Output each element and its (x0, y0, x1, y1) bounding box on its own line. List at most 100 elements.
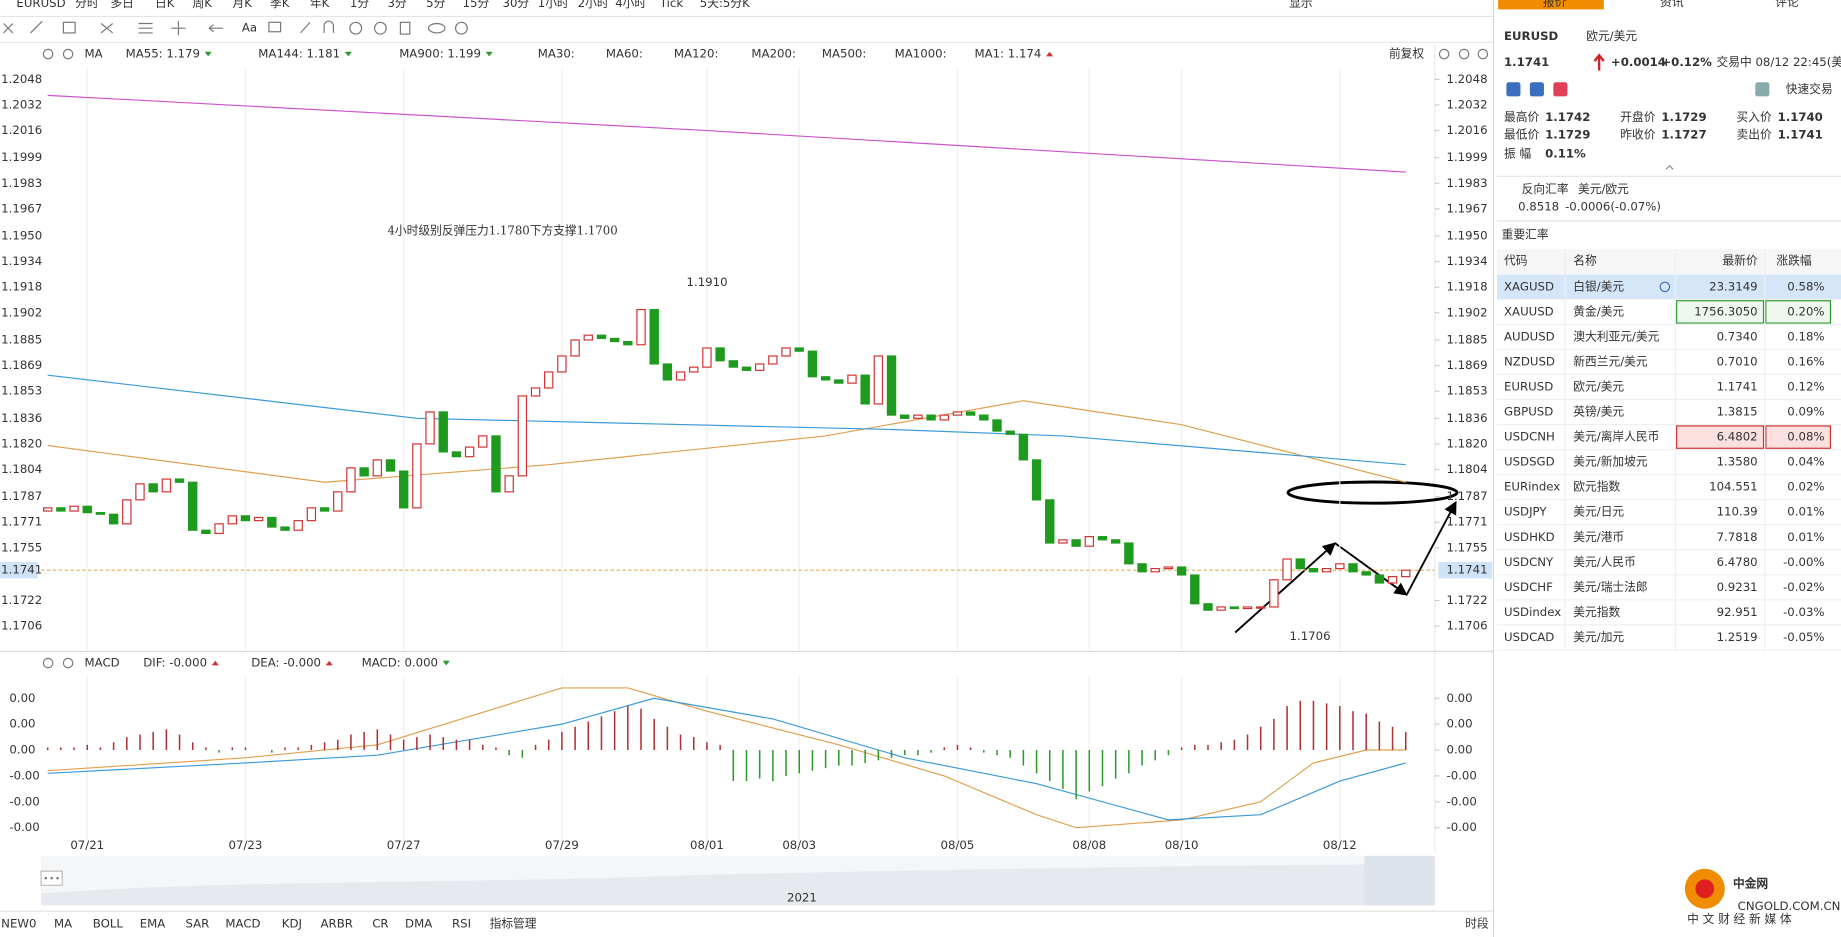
row-code[interactable]: USDCAD (1504, 630, 1554, 644)
timeframe-tab[interactable]: 季K (270, 0, 290, 10)
row-name[interactable]: 美元指数 (1573, 605, 1620, 619)
indicator-tab[interactable]: KDJ (282, 917, 302, 931)
row-name[interactable]: 美元/港币 (1573, 530, 1624, 544)
legend-entry[interactable]: MA900: 1.199 (399, 47, 481, 61)
tool-icon[interactable] (349, 21, 363, 35)
tool-icon[interactable] (373, 21, 387, 35)
tool-icon[interactable] (399, 21, 411, 35)
legend-entry[interactable]: DIF: -0.000 (143, 656, 207, 670)
row-name[interactable]: 美元/加元 (1573, 630, 1624, 644)
timeframe-tab[interactable]: 周K (193, 0, 213, 10)
row-code[interactable]: USDHKD (1504, 530, 1555, 544)
period-button[interactable]: 时段 (1465, 917, 1489, 931)
timeframe-tab[interactable]: 1分 (350, 0, 369, 10)
row-name[interactable]: 欧元指数 (1573, 480, 1620, 494)
row-code[interactable]: USDCNY (1504, 555, 1554, 569)
tool-icon[interactable] (3, 23, 14, 34)
tool-icon[interactable] (300, 21, 311, 34)
tool-icon[interactable] (138, 22, 153, 34)
timeframe-tab[interactable]: 5分 (426, 0, 445, 10)
timeframe-tab[interactable]: 4小时 (615, 0, 646, 10)
row-name[interactable]: 美元/日元 (1573, 505, 1624, 519)
row-code[interactable]: GBPUSD (1504, 405, 1553, 419)
timeframe-tab[interactable]: 年K (310, 0, 330, 10)
tool-icon[interactable] (171, 21, 186, 36)
legend-entry[interactable]: MACD: 0.000 (362, 656, 438, 670)
row-code[interactable]: EURindex (1504, 480, 1560, 494)
legend-entry[interactable]: MA1000: (895, 47, 947, 61)
timeframe-tab[interactable]: 2小时 (578, 0, 609, 10)
legend-entry[interactable]: MA500: (822, 47, 866, 61)
panel-tab[interactable]: 报价 (1543, 0, 1567, 9)
indicator-tab[interactable]: BOLL (93, 917, 124, 931)
minimize-icon[interactable] (1458, 48, 1470, 60)
row-code[interactable]: AUDUSD (1504, 329, 1555, 343)
tool-icon[interactable] (323, 20, 335, 33)
settings-icon[interactable] (42, 48, 54, 60)
quote-icon[interactable] (1553, 82, 1568, 97)
row-name[interactable]: 澳大利亚元/美元 (1573, 329, 1659, 343)
row-name[interactable]: 白银/美元 (1573, 279, 1624, 293)
panel-tab[interactable]: 资讯 (1660, 0, 1684, 9)
row-code[interactable]: USDCHF (1504, 580, 1553, 594)
add-icon[interactable] (1477, 48, 1489, 60)
row-code[interactable]: NZDUSD (1504, 354, 1555, 368)
tool-icon[interactable] (30, 20, 43, 34)
indicator-tab[interactable]: DMA (405, 917, 432, 931)
row-name[interactable]: 黄金/美元 (1573, 304, 1624, 318)
collapse-caret[interactable] (1665, 164, 1674, 170)
indicator-tab[interactable]: ARBR (321, 917, 353, 931)
panel-tab[interactable]: 评论 (1775, 0, 1799, 9)
tool-icon[interactable] (100, 23, 114, 34)
row-name[interactable]: 新西兰元/美元 (1573, 354, 1648, 368)
display-menu[interactable]: 显示 (1289, 0, 1313, 10)
row-name[interactable]: 美元/瑞士法郎 (1573, 580, 1647, 594)
indicator-tab[interactable]: RSI (452, 917, 471, 931)
indicator-tab[interactable]: 指标管理 (490, 917, 537, 931)
row-name[interactable]: 英镑/美元 (1573, 405, 1624, 419)
reset-icon[interactable] (1438, 48, 1450, 60)
quote-icon[interactable] (1529, 82, 1544, 97)
indicator-tab[interactable]: NEW0 (1, 917, 36, 931)
row-code[interactable]: USDindex (1504, 605, 1561, 619)
quote-icon[interactable] (1755, 82, 1770, 97)
row-name[interactable]: 欧元/美元 (1573, 380, 1624, 394)
watch-icon[interactable] (1659, 281, 1671, 293)
row-name[interactable]: 美元/离岸人民币 (1573, 430, 1659, 444)
legend-entry[interactable]: MA144: 1.181 (258, 47, 340, 61)
drawing-tools[interactable] (3, 20, 1489, 669)
tool-icon[interactable] (268, 21, 282, 33)
symbol[interactable]: EURUSD (16, 0, 65, 10)
tool-icon[interactable] (62, 21, 76, 34)
timeframe-tab[interactable]: 30分 (503, 0, 530, 10)
font-tool[interactable]: Aa (242, 21, 257, 35)
timeframe-tab[interactable]: 多日 (110, 0, 133, 10)
tool-icon[interactable] (454, 21, 468, 35)
close-icon[interactable] (62, 48, 74, 60)
row-code[interactable]: USDSGD (1504, 455, 1555, 469)
indicator-tab[interactable]: CR (372, 917, 388, 931)
row-code[interactable]: XAGUSD (1504, 279, 1554, 293)
timeframe-tab[interactable]: 1小时 (538, 0, 569, 10)
settings-icon[interactable] (42, 657, 54, 669)
legend-entry[interactable]: DEA: -0.000 (251, 656, 321, 670)
indicator-tab[interactable]: SAR (186, 917, 210, 931)
row-code[interactable]: EURUSD (1504, 380, 1553, 394)
legend-entry[interactable]: MA120: (674, 47, 718, 61)
timeframe-tab[interactable]: 分时 (75, 0, 99, 10)
tool-icon[interactable] (208, 24, 224, 33)
legend-entry[interactable]: MA1: 1.174 (975, 47, 1042, 61)
close-icon[interactable] (62, 657, 74, 669)
row-code[interactable]: USDCNH (1504, 430, 1555, 444)
timeframe-tab[interactable]: 日K (155, 0, 175, 10)
quote-icon[interactable] (1506, 82, 1521, 97)
adjust-mode[interactable]: 前复权 (1389, 47, 1424, 61)
quick-trade[interactable]: 快速交易 (1786, 82, 1833, 96)
legend-entry[interactable]: MA55: 1.179 (126, 47, 200, 61)
tool-icon[interactable] (427, 22, 446, 34)
indicator-tab[interactable]: MACD (225, 917, 260, 931)
indicator-tab[interactable]: MA (54, 917, 72, 931)
indicator-tab[interactable]: EMA (140, 917, 166, 931)
timeframe-tab[interactable]: 3分 (387, 0, 406, 10)
navigator-window[interactable] (1364, 855, 1435, 906)
